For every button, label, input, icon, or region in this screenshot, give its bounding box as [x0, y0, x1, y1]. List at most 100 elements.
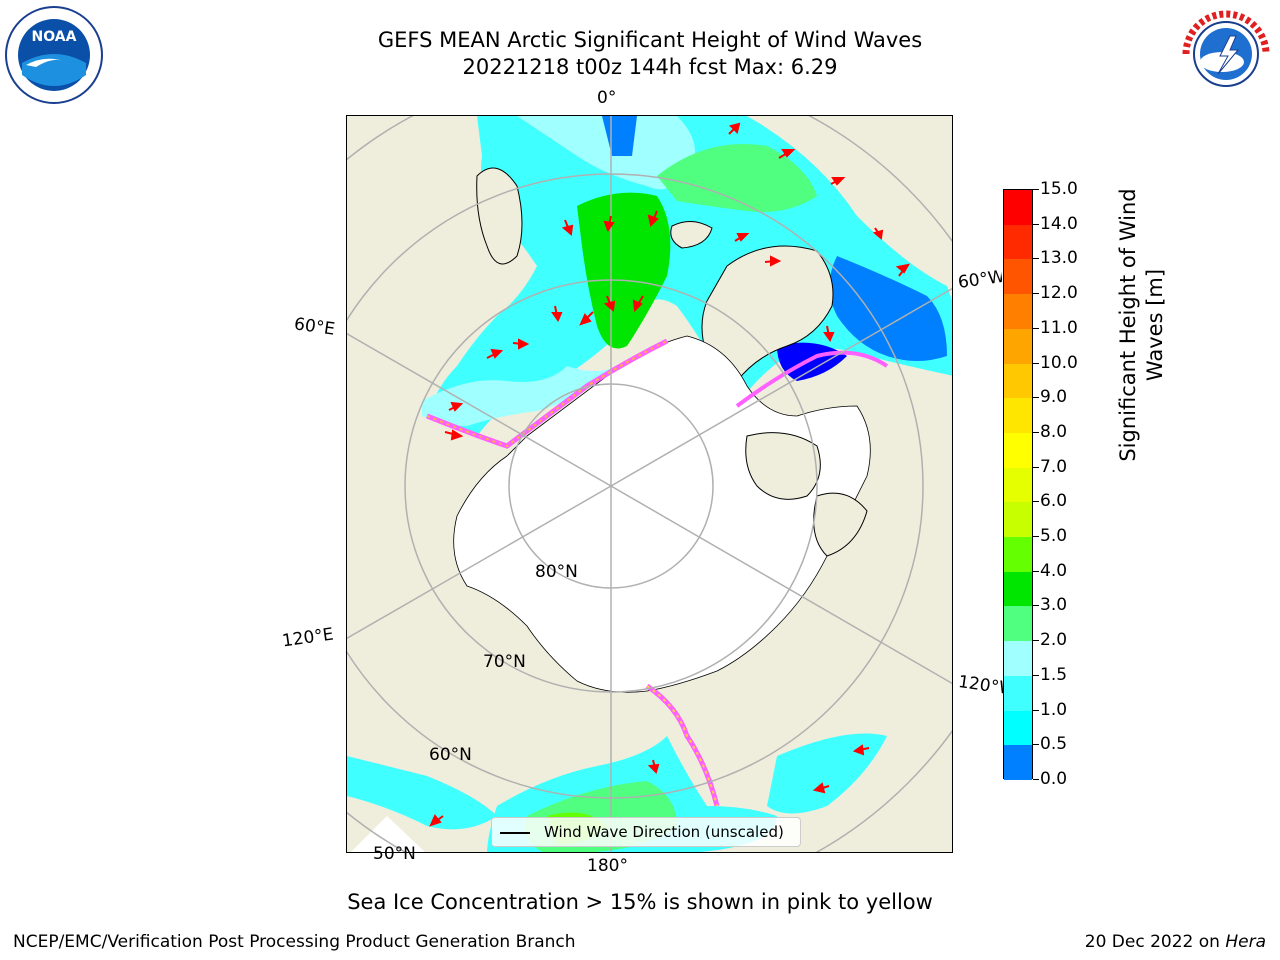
- colorbar-segment: [1004, 641, 1032, 677]
- colorbar-tick-mark: [1033, 466, 1039, 468]
- greenland-sea-high-waves: [577, 192, 671, 349]
- colorbar-tick-label: 10.0: [1040, 352, 1078, 373]
- lon-label-120e: 120°E: [280, 624, 335, 652]
- noaa-logo: NOAA: [4, 5, 104, 109]
- lat-label-70: 70°N: [483, 652, 526, 672]
- wind-arrow: [734, 233, 750, 242]
- colorbar-tick-label: 5.0: [1040, 526, 1068, 547]
- colorbar-tick-mark: [1033, 744, 1039, 746]
- colorbar-tick-label: 11.0: [1040, 317, 1078, 338]
- colorbar-segment: [1004, 432, 1032, 469]
- wind-arrow: [647, 759, 660, 774]
- colorbar-tick-mark: [1033, 293, 1039, 295]
- colorbar-segment: [1004, 571, 1032, 607]
- colorbar-segment: [1004, 398, 1032, 434]
- colorbar-tick-label: 3.0: [1040, 595, 1068, 616]
- colorbar-tick-mark: [1033, 536, 1039, 538]
- chart-subtitle: 20221218 t00z 144h fcst Max: 6.29: [462, 55, 838, 79]
- colorbar-tick-label: 6.0: [1040, 491, 1068, 512]
- colorbar-segment: [1004, 537, 1032, 573]
- chart-title: GEFS MEAN Arctic Significant Height of W…: [377, 28, 923, 52]
- wind-arrow: [872, 227, 884, 240]
- colorbar-label: Significant Height of Wind Waves [m]: [1116, 188, 1167, 462]
- legend-line-swatch: [500, 832, 530, 834]
- colorbar-tick-label: 2.0: [1040, 630, 1068, 651]
- colorbar-tick-label: 0.0: [1040, 769, 1068, 789]
- lon-label-60w: 60°W: [956, 267, 1004, 293]
- colorbar-segment: [1004, 224, 1032, 260]
- wind-arrow: [448, 401, 464, 412]
- atlantic-wave-field: [427, 116, 952, 436]
- wind-arrow: [895, 263, 910, 277]
- colorbar-tick-mark: [1033, 640, 1039, 642]
- colorbar-segment: [1004, 606, 1032, 642]
- colorbar-tick-mark: [1033, 501, 1039, 503]
- colorbar-tick-label: 7.0: [1040, 456, 1068, 477]
- wind-arrow: [603, 295, 616, 312]
- colorbar-tick-mark: [1033, 258, 1039, 260]
- wind-arrow: [603, 215, 615, 233]
- colorbar-tick-label: 12.0: [1040, 283, 1078, 304]
- colorbar-tick-label: 4.0: [1040, 560, 1068, 581]
- colorbar: [1003, 189, 1033, 781]
- colorbar-tick-mark: [1033, 397, 1039, 399]
- lat-label-80: 80°N: [535, 562, 578, 582]
- noaa-logo-text: NOAA: [32, 29, 77, 45]
- wind-arrow: [429, 814, 444, 827]
- nws-logo: [1176, 8, 1276, 104]
- footer-date: 20 Dec 2022 on Hera: [1085, 932, 1266, 952]
- arctic-map: [346, 115, 953, 853]
- colorbar-tick-label: 1.5: [1040, 664, 1068, 685]
- colorbar-tick-label: 8.0: [1040, 421, 1068, 442]
- colorbar-tick-mark: [1033, 431, 1039, 433]
- wind-arrow: [830, 177, 846, 186]
- colorbar-tick-mark: [1033, 327, 1039, 329]
- colorbar-segment: [1004, 259, 1032, 295]
- colorbar-tick-mark: [1033, 779, 1039, 780]
- colorbar-tick-mark: [1033, 674, 1039, 676]
- colorbar-segment: [1004, 745, 1032, 781]
- wind-arrow: [579, 311, 594, 326]
- colorbar-segment: [1004, 502, 1032, 538]
- colorbar-segment: [1004, 675, 1032, 712]
- wind-arrow: [551, 305, 563, 323]
- wind-arrow: [561, 219, 574, 236]
- colorbar-segment: [1004, 328, 1032, 365]
- map-legend: Wind Wave Direction (unscaled): [491, 817, 801, 847]
- colorbar-segment: [1004, 710, 1032, 746]
- footer-date-text: 20 Dec 2022 on: [1084, 932, 1220, 952]
- footer-host: Hera: [1225, 932, 1266, 952]
- wind-arrow: [812, 782, 830, 794]
- lat-label-60: 60°N: [429, 745, 472, 765]
- map-canvas: [347, 116, 952, 852]
- footer-credit: NCEP/EMC/Verification Post Processing Pr…: [13, 932, 576, 952]
- colorbar-tick-mark: [1033, 709, 1039, 711]
- wind-arrow: [632, 295, 644, 313]
- colorbar-segment: [1004, 190, 1032, 226]
- colorbar-tick-label: 1.0: [1040, 699, 1068, 720]
- colorbar-segment: [1004, 467, 1032, 503]
- colorbar-tick-label: 9.0: [1040, 387, 1068, 408]
- arctic-sea-ice: [453, 335, 871, 693]
- lon-label-0: 0°: [597, 88, 617, 108]
- wind-arrow: [486, 348, 504, 359]
- colorbar-tick-label: 0.5: [1040, 734, 1068, 755]
- wind-arrow: [778, 149, 796, 159]
- wind-arrow: [512, 338, 530, 350]
- graticule: [347, 116, 952, 852]
- colorbar-tick-mark: [1033, 570, 1039, 572]
- colorbar-tick-mark: [1033, 189, 1039, 190]
- wind-arrow: [728, 122, 741, 135]
- colorbar-segment: [1004, 294, 1032, 330]
- wind-arrow: [647, 210, 659, 227]
- colorbar-tick-mark: [1033, 605, 1039, 607]
- colorbar-tick-label: 14.0: [1040, 213, 1078, 234]
- lat-label-50: 50°N: [373, 844, 416, 864]
- colorbar-tick-label: 15.0: [1040, 179, 1078, 199]
- lon-label-60e: 60°E: [292, 314, 337, 340]
- legend-label: Wind Wave Direction (unscaled): [544, 823, 784, 841]
- colorbar-tick-mark: [1033, 223, 1039, 225]
- colorbar-segment: [1004, 363, 1032, 399]
- wind-arrow: [764, 255, 782, 267]
- lon-label-180: 180°: [587, 856, 628, 876]
